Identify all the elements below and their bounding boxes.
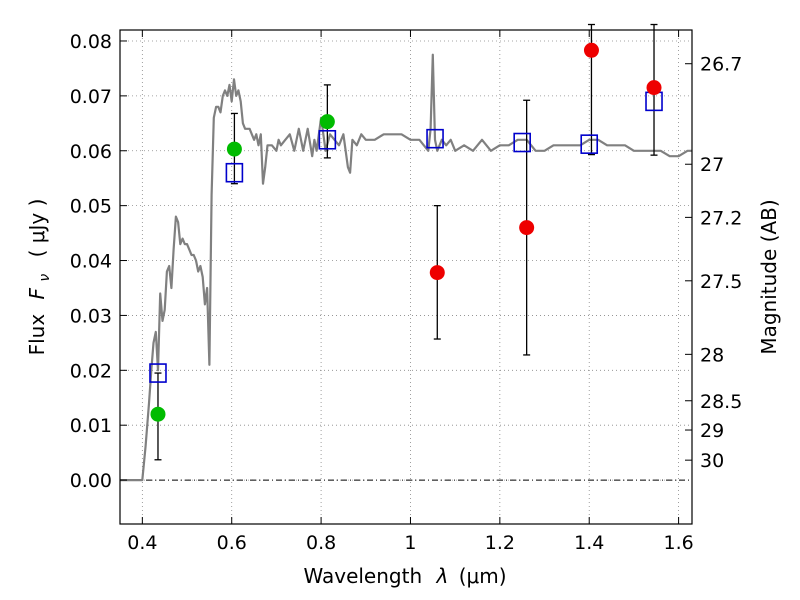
x-axis-ticks: 0.4 0.6 0.8 1 1.2 1.4 1.6 xyxy=(127,30,694,554)
model-spectrum-line xyxy=(120,53,692,482)
y2-tick-label: 28.5 xyxy=(700,391,742,413)
x-tick-label: 1.6 xyxy=(663,532,693,554)
model-photometry-square xyxy=(225,162,244,183)
x-tick-label: 1 xyxy=(404,532,416,554)
y-tick-label: 0.00 xyxy=(70,470,112,492)
y-axis-label-text: Flux xyxy=(25,314,49,356)
observed-point-red xyxy=(519,220,535,236)
y-tick-label: 0.05 xyxy=(70,196,112,218)
x-tick-label: 0.8 xyxy=(306,532,336,554)
y2-tick-label: 30 xyxy=(700,450,724,472)
x-axis-label-symbol: λ xyxy=(436,564,449,588)
observed-point-red xyxy=(583,42,599,58)
x-tick-label: 1.2 xyxy=(485,532,515,554)
model-photometry-square xyxy=(580,134,599,154)
x-axis-label-text: Wavelength xyxy=(303,564,422,588)
y-tick-label: 0.04 xyxy=(70,251,112,273)
y-axis-label-subscript: ν xyxy=(37,274,53,282)
y2-axis-ticks: 26.7 27 27.2 27.5 28 28.5 29 30 xyxy=(685,54,742,472)
y2-tick-label: 29 xyxy=(700,420,724,442)
observed-point-green xyxy=(150,406,166,422)
model-photometry-square xyxy=(318,129,337,150)
y-tick-label: 0.01 xyxy=(70,415,112,437)
observed-point-red xyxy=(429,265,445,281)
y-tick-label: 0.07 xyxy=(70,86,112,108)
y-axis-label-symbol: F xyxy=(25,287,49,299)
y-axis-label: Flux F ν ( μJy ) xyxy=(25,199,54,356)
y-tick-label: 0.02 xyxy=(70,360,112,382)
y-tick-label: 0.06 xyxy=(70,141,112,163)
observed-point-green xyxy=(319,114,335,130)
x-axis-label-unit: (μm) xyxy=(459,564,507,588)
model-photometry-square xyxy=(426,128,444,149)
plot-frame xyxy=(119,29,693,525)
y2-tick-label: 28 xyxy=(700,344,724,366)
y-tick-label: 0.08 xyxy=(70,31,112,53)
observed-point-green xyxy=(226,141,242,157)
y-axis-label-unit: ( μJy ) xyxy=(25,199,49,258)
y-tick-label: 0.03 xyxy=(70,305,112,327)
x-tick-label: 0.6 xyxy=(217,532,247,554)
y2-tick-label: 27.5 xyxy=(700,271,742,293)
y2-tick-label: 27 xyxy=(700,154,724,176)
model-photometry-square xyxy=(149,363,167,383)
observed-point-red xyxy=(646,80,662,96)
x-tick-label: 0.4 xyxy=(127,532,157,554)
y2-tick-label: 26.7 xyxy=(700,54,742,76)
grid-lines xyxy=(120,30,692,524)
y2-tick-label: 27.2 xyxy=(700,207,742,229)
model-photometry-square xyxy=(513,132,531,153)
y-axis-ticks: 0.00 0.01 0.02 0.03 0.04 0.05 0.06 0.07 0.08 xyxy=(70,31,127,492)
y2-axis-label: Magnitude (AB) xyxy=(757,199,781,354)
x-axis-label: Wavelength λ (μm) xyxy=(303,564,506,588)
x-tick-label: 1.4 xyxy=(574,532,604,554)
observed-photometry-points xyxy=(150,42,662,422)
